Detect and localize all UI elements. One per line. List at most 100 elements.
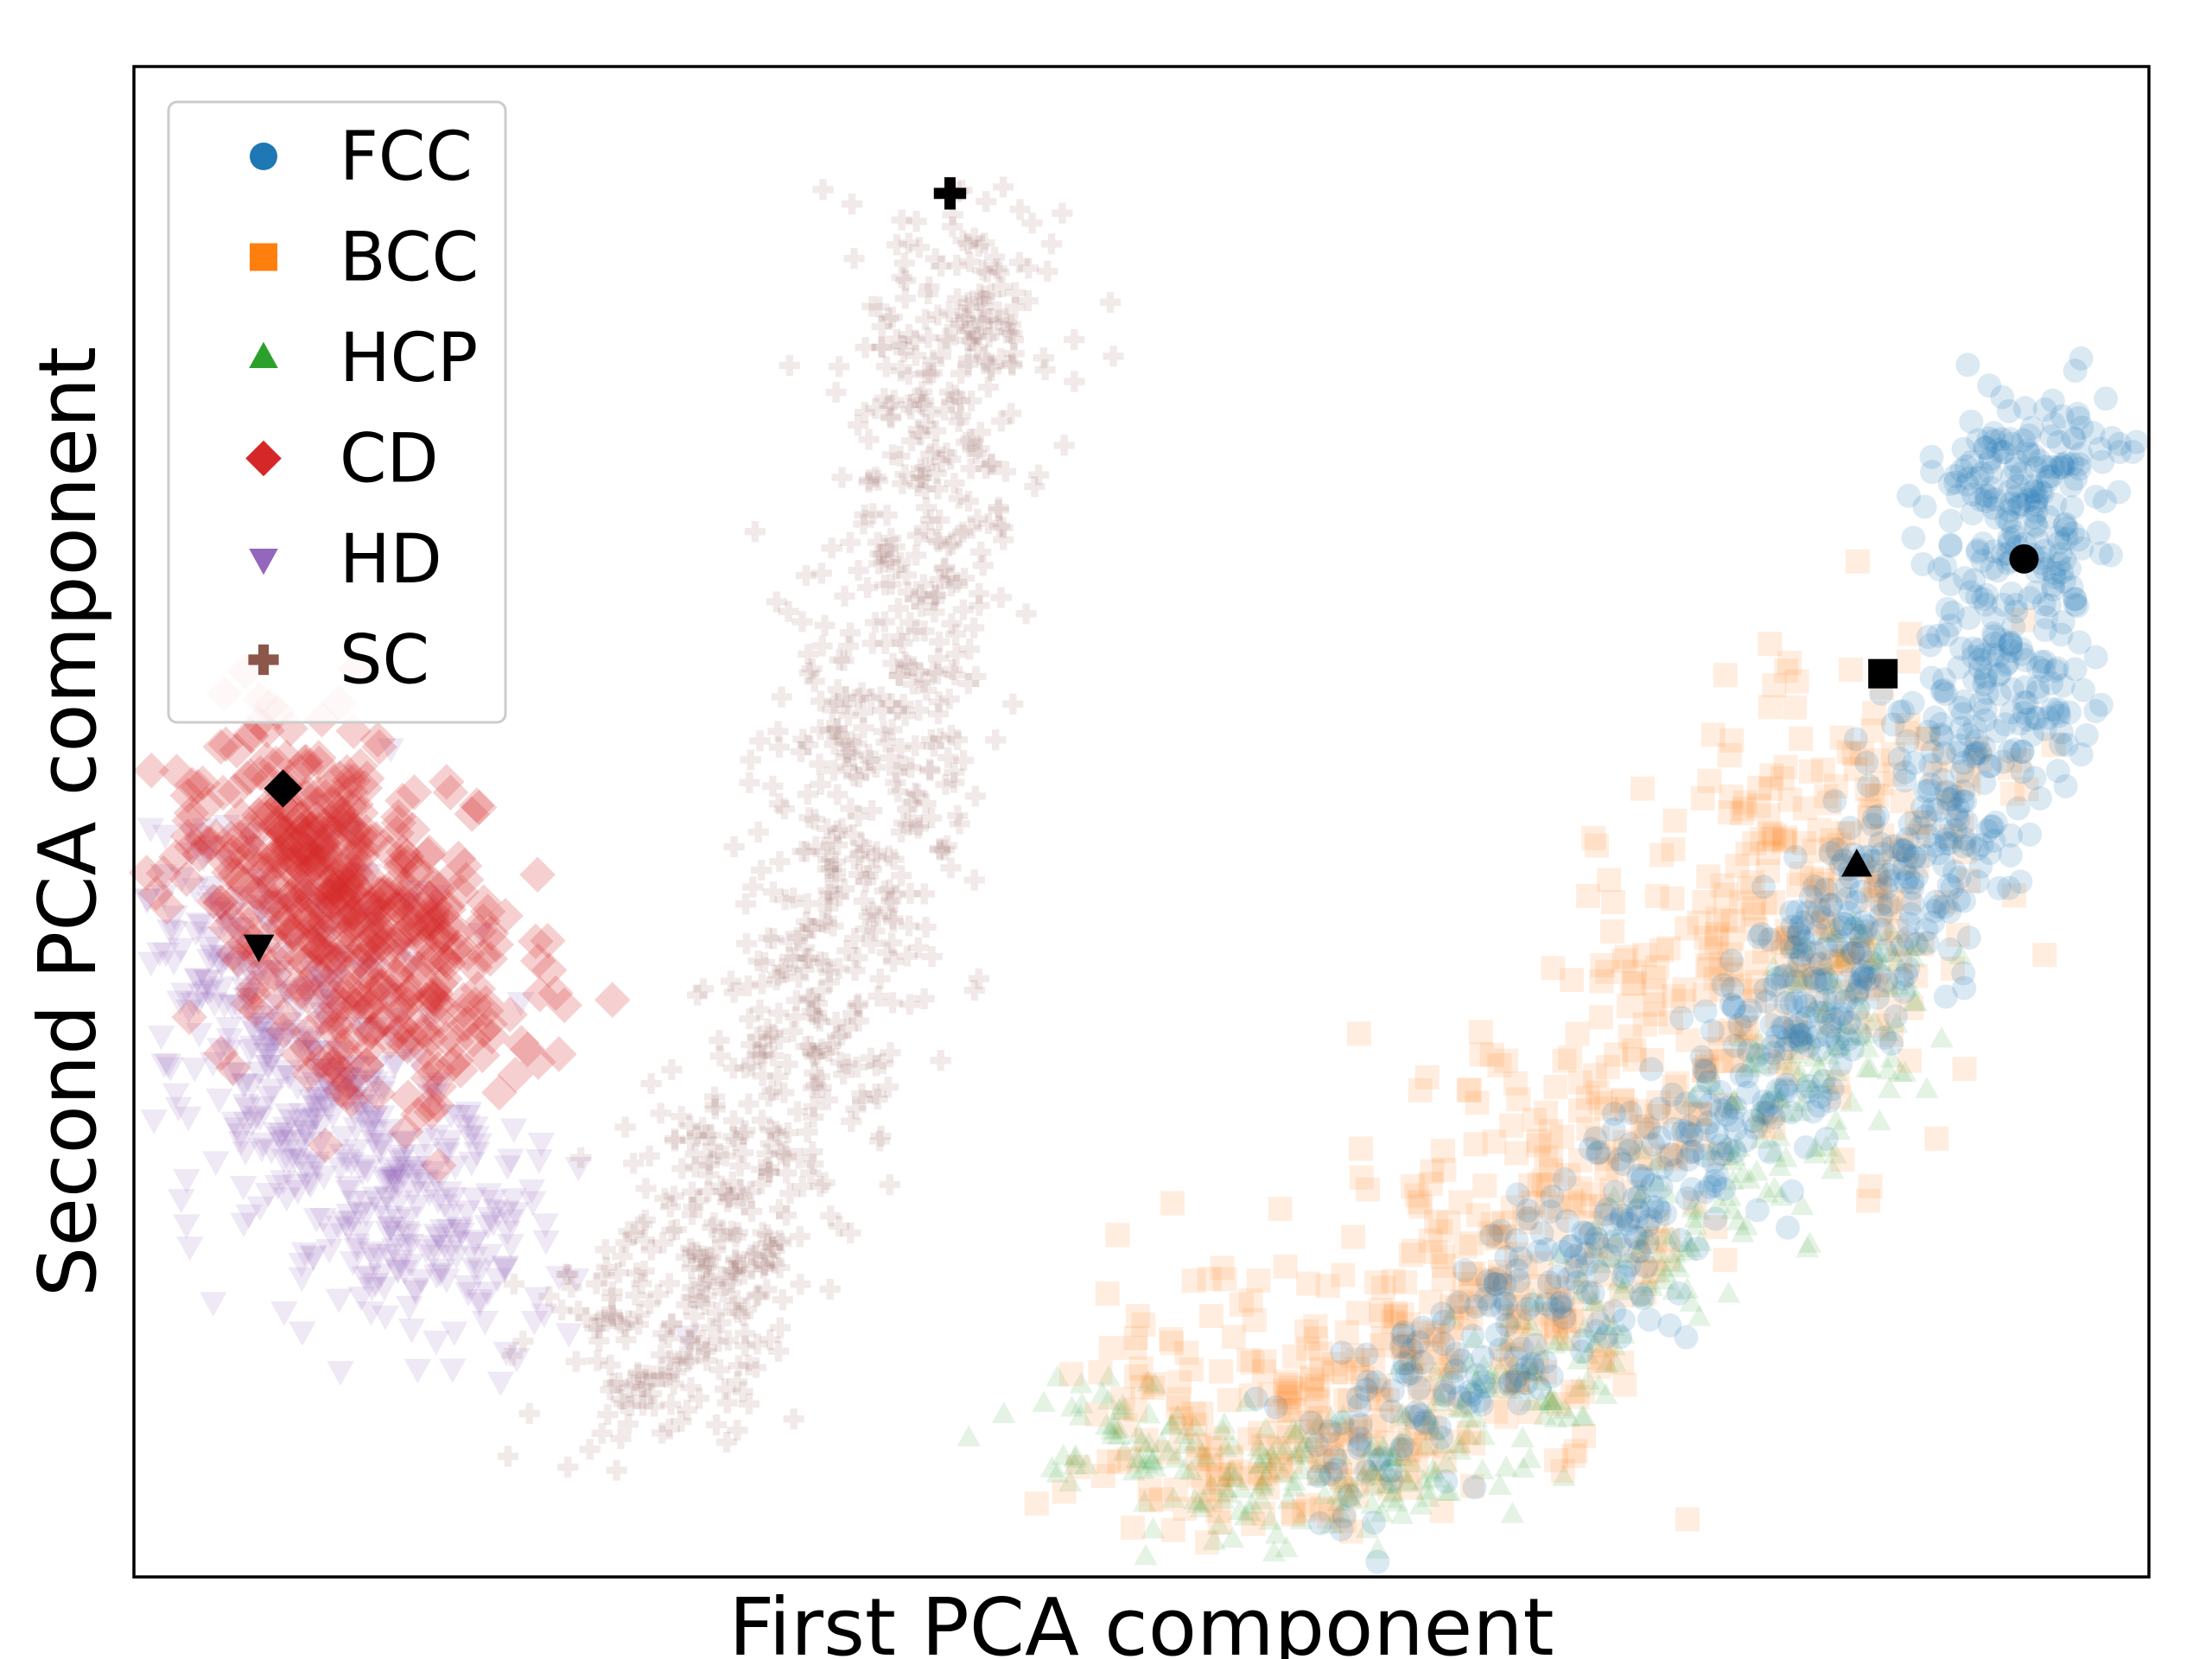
point-sc: [1027, 464, 1050, 486]
point-fcc: [1584, 1319, 1609, 1344]
point-sc: [887, 781, 909, 803]
point-sc: [819, 720, 841, 741]
point-cd: [365, 877, 401, 913]
point-sc: [601, 1287, 623, 1309]
point-sc: [901, 791, 923, 813]
point-sc: [785, 989, 807, 1011]
point-sc: [914, 457, 936, 479]
point-hd: [350, 1154, 378, 1179]
point-sc: [952, 749, 975, 772]
point-sc: [870, 686, 892, 708]
point-hcp: [1212, 1412, 1236, 1433]
point-hd: [213, 815, 241, 840]
point-hcp: [1456, 1406, 1480, 1428]
point-hd: [168, 867, 196, 893]
point-hcp: [1748, 1111, 1772, 1133]
point-sc: [869, 543, 891, 565]
point-sc: [973, 346, 995, 368]
point-bcc: [1404, 1183, 1429, 1208]
point-cd: [457, 986, 493, 1022]
point-fcc: [1990, 385, 2015, 410]
point-sc: [805, 1002, 828, 1024]
point-fcc: [2090, 449, 2115, 474]
point-hcp: [1070, 1392, 1094, 1414]
point-sc: [817, 880, 839, 902]
point-cd: [397, 910, 433, 947]
point-sc: [826, 1026, 849, 1047]
point-hd: [385, 1173, 413, 1199]
point-hd: [278, 1109, 306, 1135]
point-cd: [326, 1005, 362, 1041]
point-hd: [381, 1051, 409, 1077]
point-hcp: [1542, 1332, 1567, 1354]
point-hd: [310, 1166, 338, 1191]
point-sc: [913, 620, 935, 642]
point-sc: [840, 1222, 861, 1244]
point-hd: [491, 1255, 519, 1281]
point-sc: [800, 917, 822, 938]
point-bcc: [1278, 1449, 1303, 1474]
point-sc: [901, 813, 924, 836]
point-sc: [717, 1191, 739, 1212]
point-hcp: [1370, 1450, 1395, 1472]
point-hd: [425, 1072, 454, 1097]
point-hd: [486, 1371, 515, 1396]
point-cd: [379, 958, 416, 995]
point-hd: [299, 1244, 327, 1270]
point-hd: [298, 960, 326, 986]
point-hd: [324, 1056, 353, 1082]
point-hd: [173, 1214, 200, 1239]
point-cd: [279, 967, 316, 1003]
point-fcc: [1670, 1118, 1695, 1143]
point-sc: [919, 509, 941, 531]
point-hd: [160, 950, 188, 976]
point-hd: [293, 879, 321, 904]
point-hcp: [1529, 1369, 1554, 1391]
legend-marker-fcc: [250, 143, 277, 170]
point-hd: [401, 1278, 429, 1303]
point-fcc: [1952, 976, 1977, 1001]
point-sc: [697, 1180, 719, 1202]
point-hcp: [1289, 1458, 1313, 1480]
point-fcc: [1961, 636, 1986, 661]
point-hd: [496, 1209, 524, 1235]
point-sc: [602, 1308, 624, 1330]
point-sc: [776, 1162, 798, 1184]
point-hd: [370, 1075, 397, 1101]
point-fcc: [1639, 1194, 1664, 1219]
point-sc: [893, 755, 915, 777]
point-hcp: [1436, 1358, 1461, 1380]
point-hcp: [1447, 1431, 1471, 1453]
point-hd: [275, 1065, 303, 1090]
point-hcp: [1328, 1501, 1353, 1523]
point-hd: [232, 987, 260, 1013]
point-cd: [258, 974, 296, 1010]
point-sc: [609, 1313, 631, 1334]
point-hcp: [1879, 1046, 1904, 1068]
point-hd: [232, 1094, 260, 1119]
point-sc: [882, 908, 904, 930]
point-sc: [742, 876, 764, 898]
point-cd: [290, 897, 327, 933]
point-sc: [806, 993, 829, 1014]
point-sc: [704, 1086, 726, 1108]
point-hd: [192, 840, 220, 865]
point-hd: [435, 1240, 463, 1266]
point-cd: [380, 1014, 417, 1051]
point-cd: [288, 831, 325, 868]
point-sc: [828, 356, 850, 378]
point-cd: [283, 867, 320, 904]
point-cd: [404, 925, 440, 961]
point-hcp: [1421, 1458, 1445, 1479]
point-sc: [880, 407, 902, 429]
point-hcp: [1855, 1056, 1879, 1077]
point-hd: [272, 1186, 301, 1212]
point-sc: [825, 381, 847, 404]
point-hcp: [1570, 1404, 1594, 1427]
legend-label-cd: CD: [340, 421, 439, 499]
point-hd: [167, 938, 195, 963]
point-sc: [963, 323, 985, 345]
point-sc: [627, 1362, 649, 1383]
point-hcp: [1306, 1411, 1331, 1433]
point-bcc: [1371, 1275, 1396, 1300]
